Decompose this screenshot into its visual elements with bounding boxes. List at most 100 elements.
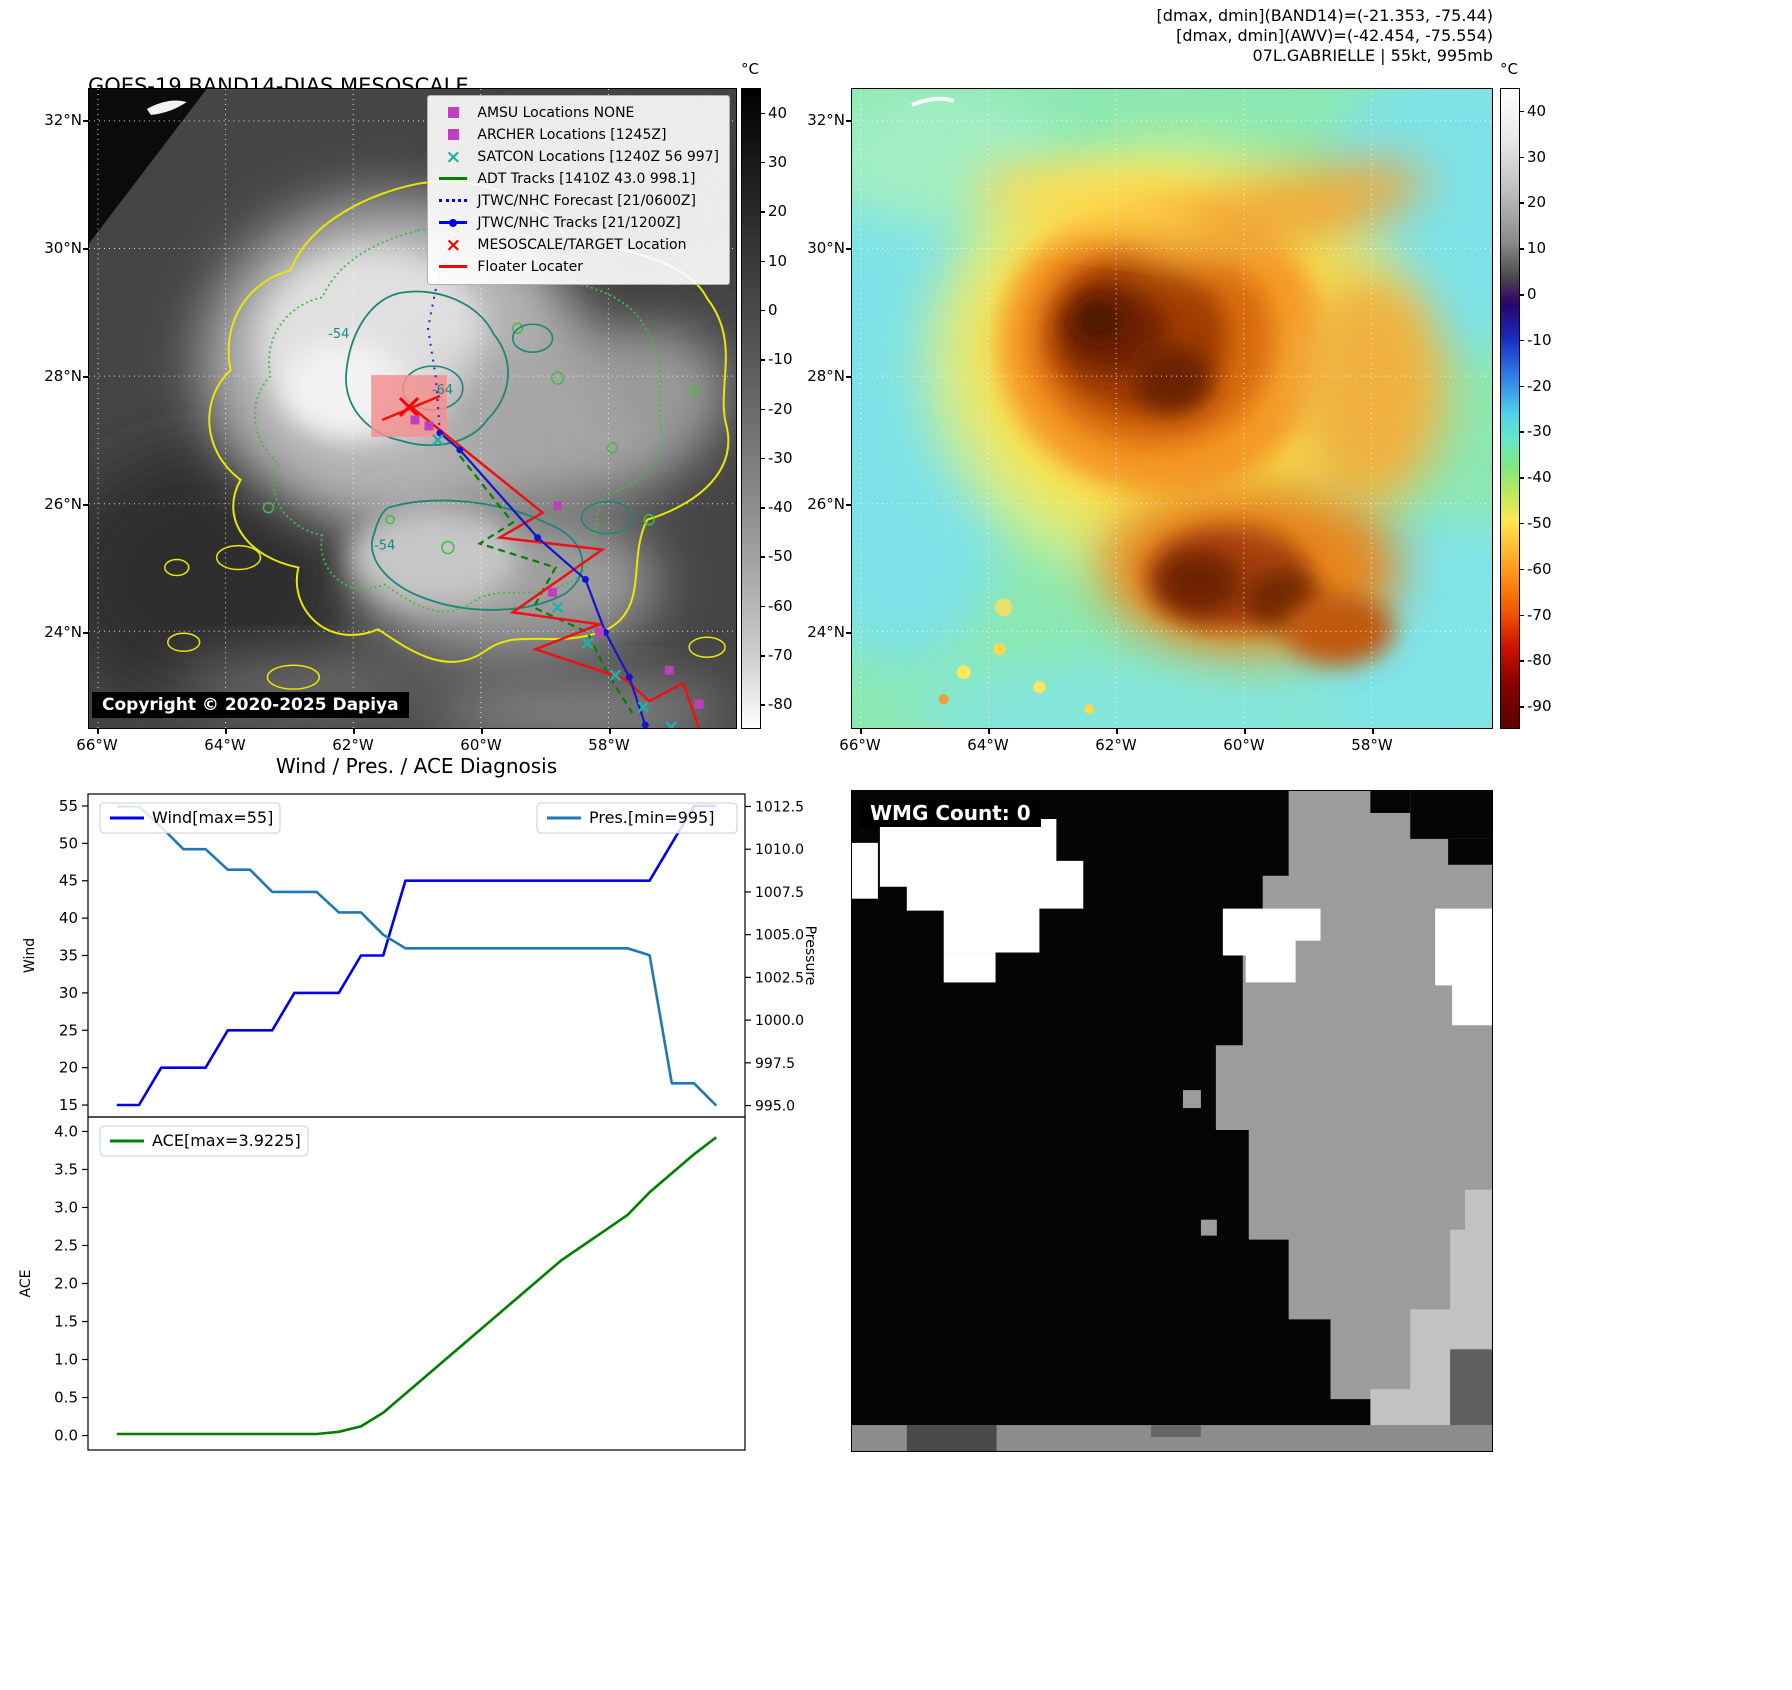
y-tick-label: 40 [59,909,78,927]
lat-tick [846,120,851,122]
lon-tick-label: 58°W [1351,736,1393,754]
lon-tick [225,729,227,734]
y-tick-label: 3.0 [54,1198,78,1216]
wmg-panel: WMG Count: 0 [851,790,1493,1452]
lon-tick-label: 62°W [1095,736,1137,754]
latlon-grid [852,89,1492,728]
colorbar-tick [1520,110,1524,113]
lat-tick [83,632,88,634]
series-line [116,1136,717,1436]
colorbar-tick [1520,660,1524,662]
y2-tick-label: 995.0 [755,1099,795,1115]
wind-axis-label: Wind [22,938,38,973]
colorbar-tick-label: 40 [1527,101,1547,120]
colorbar-tick-label: 0 [768,300,778,319]
legend-item-label: JTWC/NHC Forecast [21/0600Z] [477,192,696,209]
legend-item: × SATCON Locations [1240Z 56 997] [437,147,719,166]
legend-item: JTWC/NHC Forecast [21/0600Z] [437,191,719,210]
colorbar-tick-label: -60 [768,596,793,615]
lon-tick-label: 60°W [460,736,502,754]
awv-satellite-image [852,89,1492,728]
dmax-dmin-awv: [dmax, dmin](AWV)=(-42.454, -75.554) [1176,26,1493,45]
colorbar-tick [761,161,765,164]
satcon-markers [432,434,678,728]
series-line [116,804,717,1107]
archer-markers [410,415,704,709]
legend-item-label: AMSU Locations NONE [477,104,635,121]
legend-item-label: Floater Locater [477,258,584,275]
colorbar-tick-label: 30 [1527,147,1547,166]
y-tick-label: 1.0 [54,1351,78,1369]
mesoscale-target-x-icon [398,396,420,418]
lat-tick [846,632,851,634]
colorbar-tick-label: -80 [1527,651,1552,670]
wind-legend [99,802,281,834]
y-tick-label: 0.5 [54,1389,78,1407]
lon-tick [609,729,611,734]
lat-tick-label: 30°N [44,239,82,257]
colorbar-tick [1520,248,1524,250]
colorbar-tick-label: -60 [1527,559,1552,578]
lat-tick [846,376,851,378]
colorbar-tick [1520,202,1524,204]
colorbar-tick-label: 30 [768,152,788,171]
y2-tick-label: 1002.5 [755,970,804,986]
pressure-legend [536,802,738,834]
colorbar-tick-label: -20 [768,399,793,418]
jtwc-track-points [436,429,649,728]
line-marker-icon [437,265,469,268]
lon-tick [353,729,355,734]
lat-tick-label: 30°N [807,239,845,257]
lat-tick [846,504,851,506]
axes-frame [87,1116,746,1451]
colorbar-tick [761,605,765,608]
y2-tick-label: 1000.0 [755,1013,804,1029]
contour-label: -54 [328,327,349,342]
lon-tick [1372,729,1374,734]
lon-tick-label: 66°W [76,736,118,754]
colorbar-tick [1520,522,1524,525]
wmg-image [852,791,1492,1451]
lat-tick [846,248,851,250]
lon-tick-label: 58°W [588,736,630,754]
colorbar-tick [1520,614,1524,617]
colorbar-tick-label: 20 [768,202,788,221]
colorbar-tick [761,408,765,410]
awv-colorbar [1500,88,1520,729]
y-tick-label: 20 [59,1059,78,1077]
lat-tick-label: 26°N [807,495,845,513]
colorbar-tick-label: -40 [768,498,793,517]
colorbar-tick [761,359,765,361]
colorbar-tick-label: -50 [768,547,793,566]
y-tick-label: 35 [59,947,78,965]
floater-track [409,405,701,728]
y-tick-label: 30 [59,984,78,1002]
colorbar-tick-label: -90 [1527,697,1552,716]
lat-tick-label: 32°N [807,111,845,129]
lon-tick-label: 64°W [204,736,246,754]
ace-legend [99,1125,309,1157]
colorbar-tick [1520,477,1524,479]
y-tick-label: 4.0 [54,1122,78,1140]
contour-value-labels: -54 -64 -54 [328,327,453,553]
lat-tick [83,248,88,250]
lat-tick [83,504,88,506]
x-marker-icon: × [445,233,462,256]
colorbar-tick [761,556,765,558]
legend-item: × MESOSCALE/TARGET Location [437,235,719,254]
diagnosis-title: Wind / Pres. / ACE Diagnosis [275,754,558,778]
lon-tick-label: 60°W [1223,736,1265,754]
lat-tick [83,376,88,378]
contour-label: -64 [432,383,453,398]
lon-tick-label: 62°W [332,736,374,754]
square-marker-icon [437,107,469,118]
colorbar-tick [1520,568,1524,571]
lon-tick [1244,729,1246,734]
legend-label: Wind[max=55] [152,808,273,827]
colorbar-tick [761,112,765,115]
x-marker-icon: × [445,145,462,168]
colorbar-tick-label: -50 [1527,513,1552,532]
y2-tick-label: 1010.0 [755,842,804,858]
colorbar-tick-label: -80 [768,695,793,714]
lon-tick [481,729,483,734]
